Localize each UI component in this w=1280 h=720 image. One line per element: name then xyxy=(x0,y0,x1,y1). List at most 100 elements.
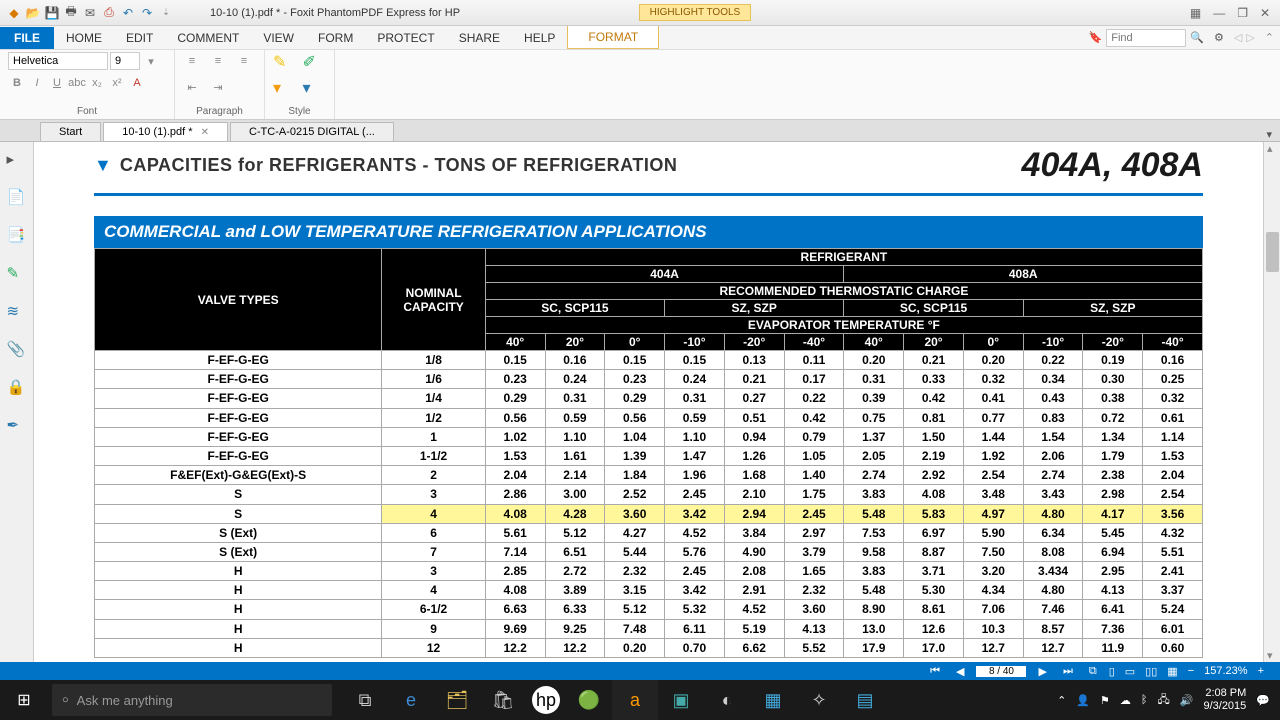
nav-fwd-icon[interactable]: ▷ xyxy=(1246,31,1254,44)
tabs-dropdown-icon[interactable]: ▾ xyxy=(1258,128,1280,141)
document-view[interactable]: ▼ CAPACITIES for REFRIGERANTS - TONS OF … xyxy=(34,142,1263,662)
ribbon-options-icon[interactable]: ▦ xyxy=(1190,6,1201,20)
comment-menu[interactable]: COMMENT xyxy=(165,27,251,49)
help-menu[interactable]: HELP xyxy=(512,27,567,49)
size-dropdown-icon[interactable]: ▾ xyxy=(142,52,160,70)
page-input[interactable] xyxy=(976,666,1026,677)
indent-less-button[interactable]: ⇤ xyxy=(183,78,201,96)
restore-icon[interactable]: ❐ xyxy=(1237,6,1248,20)
scroll-thumb[interactable] xyxy=(1266,232,1279,272)
single-page-icon[interactable]: ▯▯ xyxy=(1145,665,1157,678)
expand-panel-icon[interactable]: ▸ xyxy=(7,150,27,170)
subscript-button[interactable]: x₂ xyxy=(88,74,106,92)
highlight-tools-tab[interactable]: HIGHLIGHT TOOLS xyxy=(639,4,752,21)
start-button[interactable]: ⊞ xyxy=(0,680,48,720)
undo-icon[interactable]: ↶ xyxy=(120,5,136,21)
explorer-icon[interactable]: 🗂 xyxy=(434,680,480,720)
zoom-in-button[interactable]: + xyxy=(1258,665,1264,677)
find-input[interactable] xyxy=(1106,29,1186,47)
prev-page-button[interactable]: ◀ xyxy=(952,665,968,678)
attachments-icon[interactable]: 📎 xyxy=(7,340,27,360)
app5-icon[interactable]: ▤ xyxy=(842,680,888,720)
layers-icon[interactable]: ≋ xyxy=(7,302,27,322)
vertical-scrollbar[interactable]: ▴ ▾ xyxy=(1263,142,1280,662)
comments-icon[interactable]: ✎ xyxy=(7,264,27,284)
highlight-color-button[interactable]: ▾ xyxy=(273,78,297,102)
chrome-icon[interactable]: 🟢 xyxy=(566,680,612,720)
scroll-down-icon[interactable]: ▾ xyxy=(1267,649,1273,662)
last-page-button[interactable]: ⏭ xyxy=(1059,665,1077,678)
bluetooth-icon[interactable]: ᛒ xyxy=(1141,694,1148,706)
nav-back-icon[interactable]: ◁ xyxy=(1234,31,1242,44)
taskview-icon[interactable]: ⧉ xyxy=(342,680,388,720)
align-left-button[interactable]: ≡ xyxy=(183,52,201,70)
pdf-icon[interactable]: ⎙ xyxy=(101,5,117,21)
scroll-up-icon[interactable]: ▴ xyxy=(1267,142,1273,155)
form-menu[interactable]: FORM xyxy=(306,27,365,49)
fit-width-icon[interactable]: ▭ xyxy=(1125,665,1135,678)
indent-more-button[interactable]: ⇥ xyxy=(209,78,227,96)
continuous-icon[interactable]: ▦ xyxy=(1167,665,1177,678)
email-icon[interactable]: ✉ xyxy=(82,5,98,21)
minimize-icon[interactable]: — xyxy=(1213,6,1225,20)
redo-icon[interactable]: ↷ xyxy=(139,5,155,21)
protect-menu[interactable]: PROTECT xyxy=(365,27,446,49)
underline-button[interactable]: U xyxy=(48,74,66,92)
start-tab[interactable]: Start xyxy=(40,122,101,141)
tray-up-icon[interactable]: ⌃ xyxy=(1057,694,1066,707)
settings-gear-icon[interactable]: ⚙ xyxy=(1214,31,1224,44)
people-icon[interactable]: 👤 xyxy=(1076,694,1090,707)
pages-icon[interactable]: 📑 xyxy=(7,226,27,246)
font-size-select[interactable] xyxy=(110,52,140,70)
qat-dropdown-icon[interactable]: ⇣ xyxy=(158,5,174,21)
font-name-select[interactable] xyxy=(8,52,108,70)
close-tab-icon[interactable]: ✕ xyxy=(201,127,209,138)
view-mode-icon[interactable]: ⧉ xyxy=(1085,665,1101,678)
style-clear-button[interactable]: ✐ xyxy=(303,52,327,76)
italic-button[interactable]: I xyxy=(28,74,46,92)
collapse-ribbon-icon[interactable]: ⌃ xyxy=(1265,31,1274,44)
security-tray-icon[interactable]: ⚑ xyxy=(1100,694,1110,707)
font-color-button[interactable]: A xyxy=(128,74,146,92)
notifications-icon[interactable]: 💬 xyxy=(1256,694,1270,707)
fit-page-icon[interactable]: ▯ xyxy=(1109,665,1115,678)
clock[interactable]: 2:08 PM 9/3/2015 xyxy=(1203,687,1246,713)
search-icon[interactable]: 🔍 xyxy=(1190,31,1204,44)
strike-button[interactable]: abc xyxy=(68,74,86,92)
zoom-out-button[interactable]: − xyxy=(1188,665,1194,677)
onedrive-icon[interactable]: ☁ xyxy=(1120,694,1131,707)
hp-icon[interactable]: hp xyxy=(532,686,560,714)
align-center-button[interactable]: ≡ xyxy=(209,52,227,70)
store-icon[interactable]: 🛍 xyxy=(480,680,526,720)
share-menu[interactable]: SHARE xyxy=(447,27,512,49)
app4-icon[interactable]: ✧ xyxy=(796,680,842,720)
find-tool-icon[interactable]: 🔖 xyxy=(1089,31,1103,44)
close-icon[interactable]: ✕ xyxy=(1260,6,1270,20)
next-page-button[interactable]: ▶ xyxy=(1034,665,1050,678)
app2-icon[interactable]: ◐ xyxy=(704,680,750,720)
cortana-search[interactable]: ○ Ask me anything xyxy=(52,684,332,716)
bookmarks-icon[interactable]: 📄 xyxy=(7,188,27,208)
bold-button[interactable]: B xyxy=(8,74,26,92)
save-icon[interactable]: 💾 xyxy=(44,5,60,21)
superscript-button[interactable]: x² xyxy=(108,74,126,92)
highlighter-button[interactable]: ✎ xyxy=(273,52,297,76)
align-right-button[interactable]: ≡ xyxy=(235,52,253,70)
file-menu[interactable]: FILE xyxy=(0,27,54,49)
security-icon[interactable]: 🔒 xyxy=(7,378,27,398)
app1-icon[interactable]: ▣ xyxy=(658,680,704,720)
amazon-icon[interactable]: a xyxy=(612,680,658,720)
doc1-tab[interactable]: 10-10 (1).pdf *✕ xyxy=(103,122,228,141)
print-icon[interactable]: 🖶 xyxy=(63,5,79,21)
format-menu[interactable]: FORMAT xyxy=(567,26,659,49)
edit-menu[interactable]: EDIT xyxy=(114,27,165,49)
view-menu[interactable]: VIEW xyxy=(251,27,306,49)
app3-icon[interactable]: ▦ xyxy=(750,680,796,720)
signatures-icon[interactable]: ✒ xyxy=(7,416,27,436)
fill-button[interactable]: ▾ xyxy=(303,78,327,102)
doc2-tab[interactable]: C-TC-A-0215 DIGITAL (... xyxy=(230,122,394,141)
edge-icon[interactable]: e xyxy=(388,680,434,720)
open-icon[interactable]: 📂 xyxy=(25,5,41,21)
volume-icon[interactable]: 🔊 xyxy=(1180,694,1194,707)
network-icon[interactable]: 🖧 xyxy=(1158,691,1170,710)
